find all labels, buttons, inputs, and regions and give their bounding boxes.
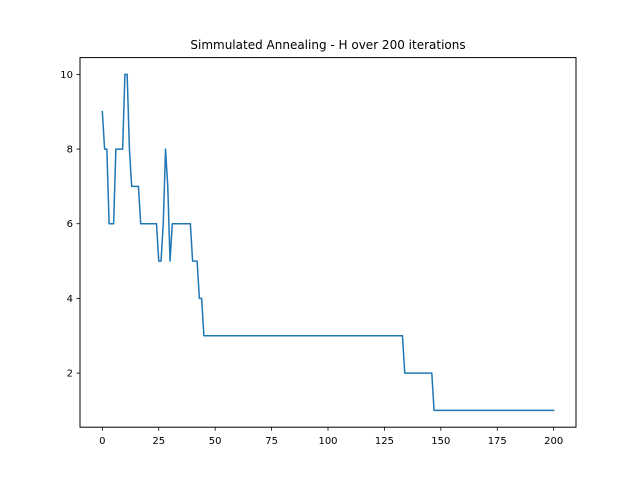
x-tick-label: 125 bbox=[375, 436, 394, 447]
y-tick-label: 8 bbox=[67, 145, 73, 156]
plot-area: 0 25 50 75 100 125 150 175 200 2 4 6 8 10 bbox=[60, 70, 563, 447]
x-tick-label: 75 bbox=[265, 436, 278, 447]
x-tick-label: 25 bbox=[152, 436, 165, 447]
x-tick-label: 100 bbox=[318, 436, 337, 447]
x-tick-label: 50 bbox=[209, 436, 222, 447]
series-line-0 bbox=[101, 73, 555, 412]
x-tick-label: 150 bbox=[431, 436, 450, 447]
axes-frame bbox=[79, 57, 577, 428]
y-tick-label: 4 bbox=[67, 294, 73, 305]
y-tick-label: 10 bbox=[60, 70, 73, 81]
chart-title: Simmulated Annealing - H over 200 iterat… bbox=[190, 38, 465, 52]
x-tick-label: 200 bbox=[544, 436, 563, 447]
x-tick-label: 0 bbox=[99, 436, 105, 447]
y-tick-label: 2 bbox=[67, 369, 73, 380]
y-tick-label: 6 bbox=[67, 219, 73, 230]
x-tick-label: 175 bbox=[488, 436, 507, 447]
